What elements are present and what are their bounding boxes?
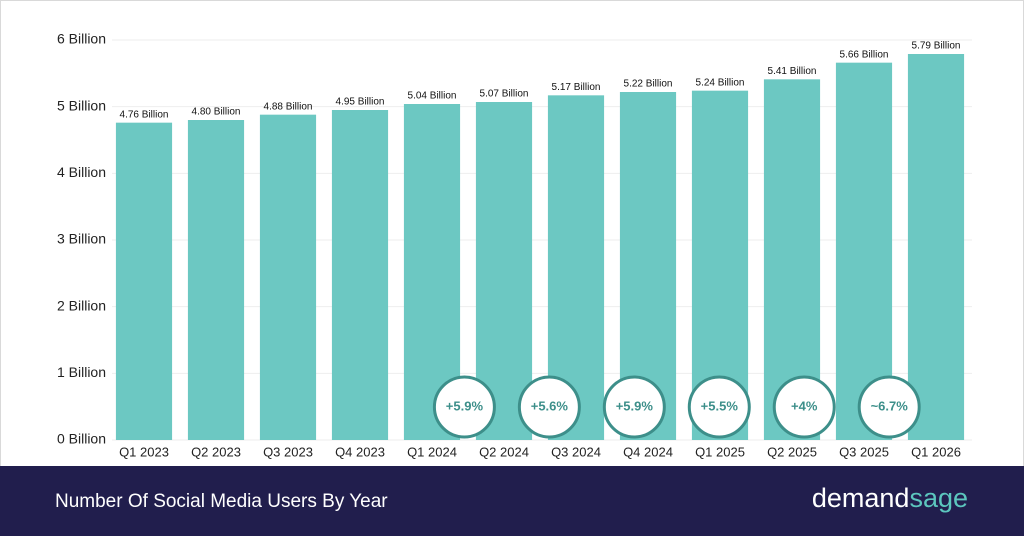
x-tick-label: Q1 2024 [407, 444, 457, 459]
growth-label: +4% [791, 398, 818, 413]
growth-badge [772, 375, 836, 439]
x-tick-label: Q3 2023 [263, 444, 313, 459]
growth-label: +5.5% [701, 398, 739, 413]
growth-badge [432, 375, 496, 439]
value-label: 5.41 Billion [768, 66, 817, 77]
bar [331, 110, 389, 440]
value-label: 5.22 Billion [624, 79, 673, 90]
chart-title: Number Of Social Media Users By Year [55, 491, 388, 512]
bar [907, 54, 965, 440]
x-tick-label: Q1 2026 [911, 444, 961, 459]
value-label: 4.80 Billion [192, 107, 241, 118]
brand: demandsage [812, 483, 968, 513]
growth-label: +5.9% [446, 398, 484, 413]
growth-badge [687, 375, 751, 439]
value-label: 5.07 Billion [480, 89, 529, 100]
x-tick-label: Q1 2023 [119, 444, 169, 459]
bar [259, 114, 317, 441]
bar [187, 120, 245, 440]
x-tick-label: Q2 2024 [479, 444, 529, 459]
x-tick-label: Q1 2025 [695, 444, 745, 459]
growth-badge [517, 375, 581, 439]
growth-badge [857, 375, 921, 439]
y-tick-label: 6 Billion [57, 31, 106, 47]
y-tick-label: 1 Billion [57, 364, 106, 380]
x-tick-label: Q4 2024 [623, 444, 673, 459]
value-label: 5.79 Billion [912, 41, 961, 52]
y-tick-label: 2 Billion [57, 297, 106, 313]
value-label: 4.95 Billion [336, 97, 385, 108]
footer [0, 466, 1024, 536]
growth-label: ~6.7% [871, 398, 909, 413]
value-label: 4.76 Billion [120, 109, 169, 120]
brand-part: sage [909, 483, 968, 513]
x-tick-label: Q3 2025 [839, 444, 889, 459]
bar [115, 122, 173, 441]
x-tick-label: Q2 2025 [767, 444, 817, 459]
x-tick-label: Q3 2024 [551, 444, 601, 459]
y-tick-label: 5 Billion [57, 97, 106, 113]
growth-badge [602, 375, 666, 439]
growth-label: +5.9% [616, 398, 654, 413]
value-label: 5.24 Billion [696, 77, 745, 88]
x-tick-label: Q2 2023 [191, 444, 241, 459]
value-label: 4.88 Billion [264, 101, 313, 112]
y-tick-label: 3 Billion [57, 231, 106, 247]
growth-label: +5.6% [531, 398, 569, 413]
y-tick-label: 4 Billion [57, 164, 106, 180]
value-label: 5.04 Billion [408, 91, 457, 102]
y-tick-label: 0 Billion [57, 431, 106, 447]
brand-part: demand [812, 483, 910, 513]
value-label: 5.66 Billion [840, 49, 889, 60]
value-label: 5.17 Billion [552, 82, 601, 93]
x-tick-label: Q4 2023 [335, 444, 385, 459]
